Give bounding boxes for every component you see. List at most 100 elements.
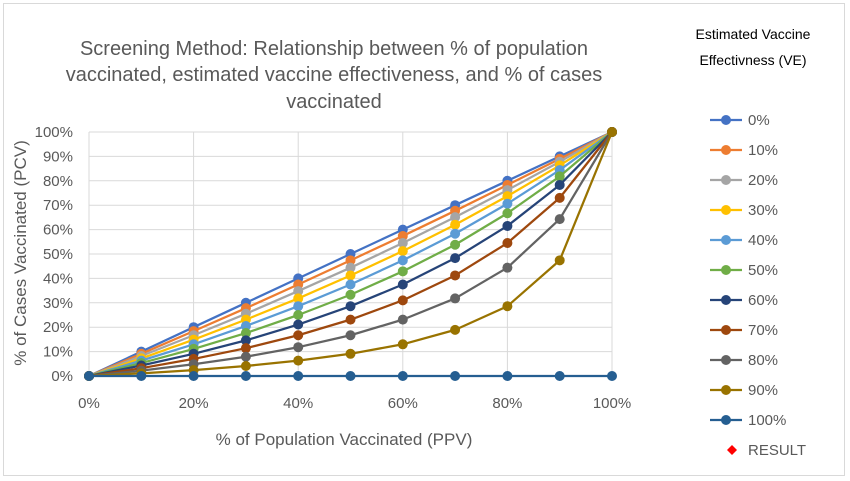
legend-marker-diamond bbox=[727, 445, 737, 455]
data-point bbox=[293, 355, 304, 366]
y-tick-label: 10% bbox=[43, 344, 73, 361]
data-point bbox=[84, 371, 94, 381]
data-point bbox=[345, 270, 356, 281]
series-90pct bbox=[84, 127, 617, 381]
legend-label: 90% bbox=[748, 382, 778, 399]
y-tick-label: 80% bbox=[43, 173, 73, 190]
data-point bbox=[397, 339, 408, 350]
legend-item: 90% bbox=[710, 382, 778, 399]
data-point bbox=[293, 319, 304, 330]
data-point bbox=[240, 320, 251, 331]
chart-title-line: vaccinated bbox=[286, 91, 382, 113]
y-tick-label: 90% bbox=[43, 148, 73, 165]
data-point bbox=[345, 348, 356, 359]
x-tick-label: 20% bbox=[179, 395, 209, 412]
legend-marker bbox=[721, 145, 731, 155]
y-axis-ticks: 0% 10% 20% 30% 40% 50% 60% 70% 80% 90% 100% bbox=[35, 124, 73, 385]
data-point bbox=[293, 371, 304, 381]
series-100pct bbox=[84, 371, 617, 381]
data-point bbox=[345, 330, 356, 341]
y-tick-label: 60% bbox=[43, 222, 73, 239]
data-point bbox=[450, 371, 461, 381]
x-tick-label: 100% bbox=[593, 395, 631, 412]
data-point bbox=[293, 286, 304, 297]
data-point bbox=[607, 371, 617, 381]
data-point bbox=[554, 192, 565, 203]
data-point bbox=[293, 342, 304, 353]
data-point bbox=[450, 253, 461, 264]
data-point bbox=[345, 255, 356, 266]
legend-label: 60% bbox=[748, 292, 778, 309]
legend-label: 10% bbox=[748, 142, 778, 159]
legend-label: RESULT bbox=[748, 442, 806, 459]
legend-title-line: Effectivness (VE) bbox=[699, 52, 806, 68]
chart: Screening Method: Relationship between %… bbox=[11, 26, 811, 459]
data-point bbox=[293, 301, 304, 312]
legend-marker bbox=[721, 355, 731, 365]
data-point bbox=[554, 371, 565, 381]
legend: Estimated Vaccine Effectivness (VE) 0% 10… bbox=[696, 26, 811, 459]
data-point bbox=[450, 228, 461, 239]
data-point bbox=[502, 262, 513, 273]
data-point bbox=[554, 255, 565, 266]
data-point bbox=[397, 314, 408, 325]
x-tick-label: 60% bbox=[388, 395, 418, 412]
legend-title-line: Estimated Vaccine bbox=[696, 26, 811, 42]
legend-marker bbox=[721, 175, 731, 185]
data-point bbox=[502, 371, 513, 381]
data-point bbox=[240, 371, 251, 381]
y-tick-label: 20% bbox=[43, 319, 73, 336]
data-point bbox=[450, 324, 461, 335]
legend-marker bbox=[721, 385, 731, 395]
data-point bbox=[397, 371, 408, 381]
legend-item: 20% bbox=[710, 172, 778, 189]
legend-marker bbox=[721, 235, 731, 245]
y-tick-label: 70% bbox=[43, 197, 73, 214]
data-point bbox=[345, 262, 356, 273]
data-point bbox=[502, 301, 513, 312]
y-tick-label: 40% bbox=[43, 270, 73, 287]
y-axis-title: % of Cases Vaccinated (PCV) bbox=[11, 140, 30, 366]
legend-marker bbox=[721, 115, 731, 125]
x-tick-label: 80% bbox=[492, 395, 522, 412]
data-point bbox=[240, 351, 251, 362]
data-point bbox=[345, 371, 356, 381]
data-point bbox=[240, 328, 251, 339]
y-tick-label: 0% bbox=[51, 368, 73, 385]
x-axis-ticks: 0% 20% 40% 60% 80% 100% bbox=[78, 395, 631, 412]
data-point bbox=[136, 371, 147, 381]
data-point bbox=[397, 255, 408, 266]
chart-title: Screening Method: Relationship between %… bbox=[66, 38, 603, 113]
legend-item: 30% bbox=[710, 202, 778, 219]
legend-marker bbox=[721, 205, 731, 215]
data-point bbox=[450, 293, 461, 304]
data-point bbox=[554, 179, 565, 190]
chart-title-line: Screening Method: Relationship between %… bbox=[80, 38, 588, 60]
data-point bbox=[450, 212, 461, 223]
data-point bbox=[397, 279, 408, 290]
data-point bbox=[345, 301, 356, 312]
legend-item: 10% bbox=[710, 142, 778, 159]
data-point bbox=[293, 330, 304, 341]
chart-frame: Screening Method: Relationship between %… bbox=[3, 3, 845, 476]
data-point bbox=[450, 239, 461, 250]
data-point bbox=[240, 335, 251, 346]
legend-label: 50% bbox=[748, 262, 778, 279]
legend-item: 70% bbox=[710, 322, 778, 339]
legend-item-result: RESULT bbox=[727, 442, 806, 459]
y-tick-label: 50% bbox=[43, 246, 73, 263]
data-point bbox=[397, 230, 408, 241]
legend-label: 100% bbox=[748, 412, 786, 429]
y-tick-label: 100% bbox=[35, 124, 73, 141]
legend-label: 20% bbox=[748, 172, 778, 189]
legend-item: 60% bbox=[710, 292, 778, 309]
data-point bbox=[502, 198, 513, 209]
legend-item: 0% bbox=[710, 112, 770, 129]
data-point bbox=[554, 171, 565, 182]
data-point bbox=[450, 270, 461, 281]
data-point bbox=[240, 343, 251, 354]
legend-label: 30% bbox=[748, 202, 778, 219]
data-point bbox=[293, 293, 304, 304]
data-point bbox=[188, 371, 199, 381]
x-tick-label: 0% bbox=[78, 395, 100, 412]
